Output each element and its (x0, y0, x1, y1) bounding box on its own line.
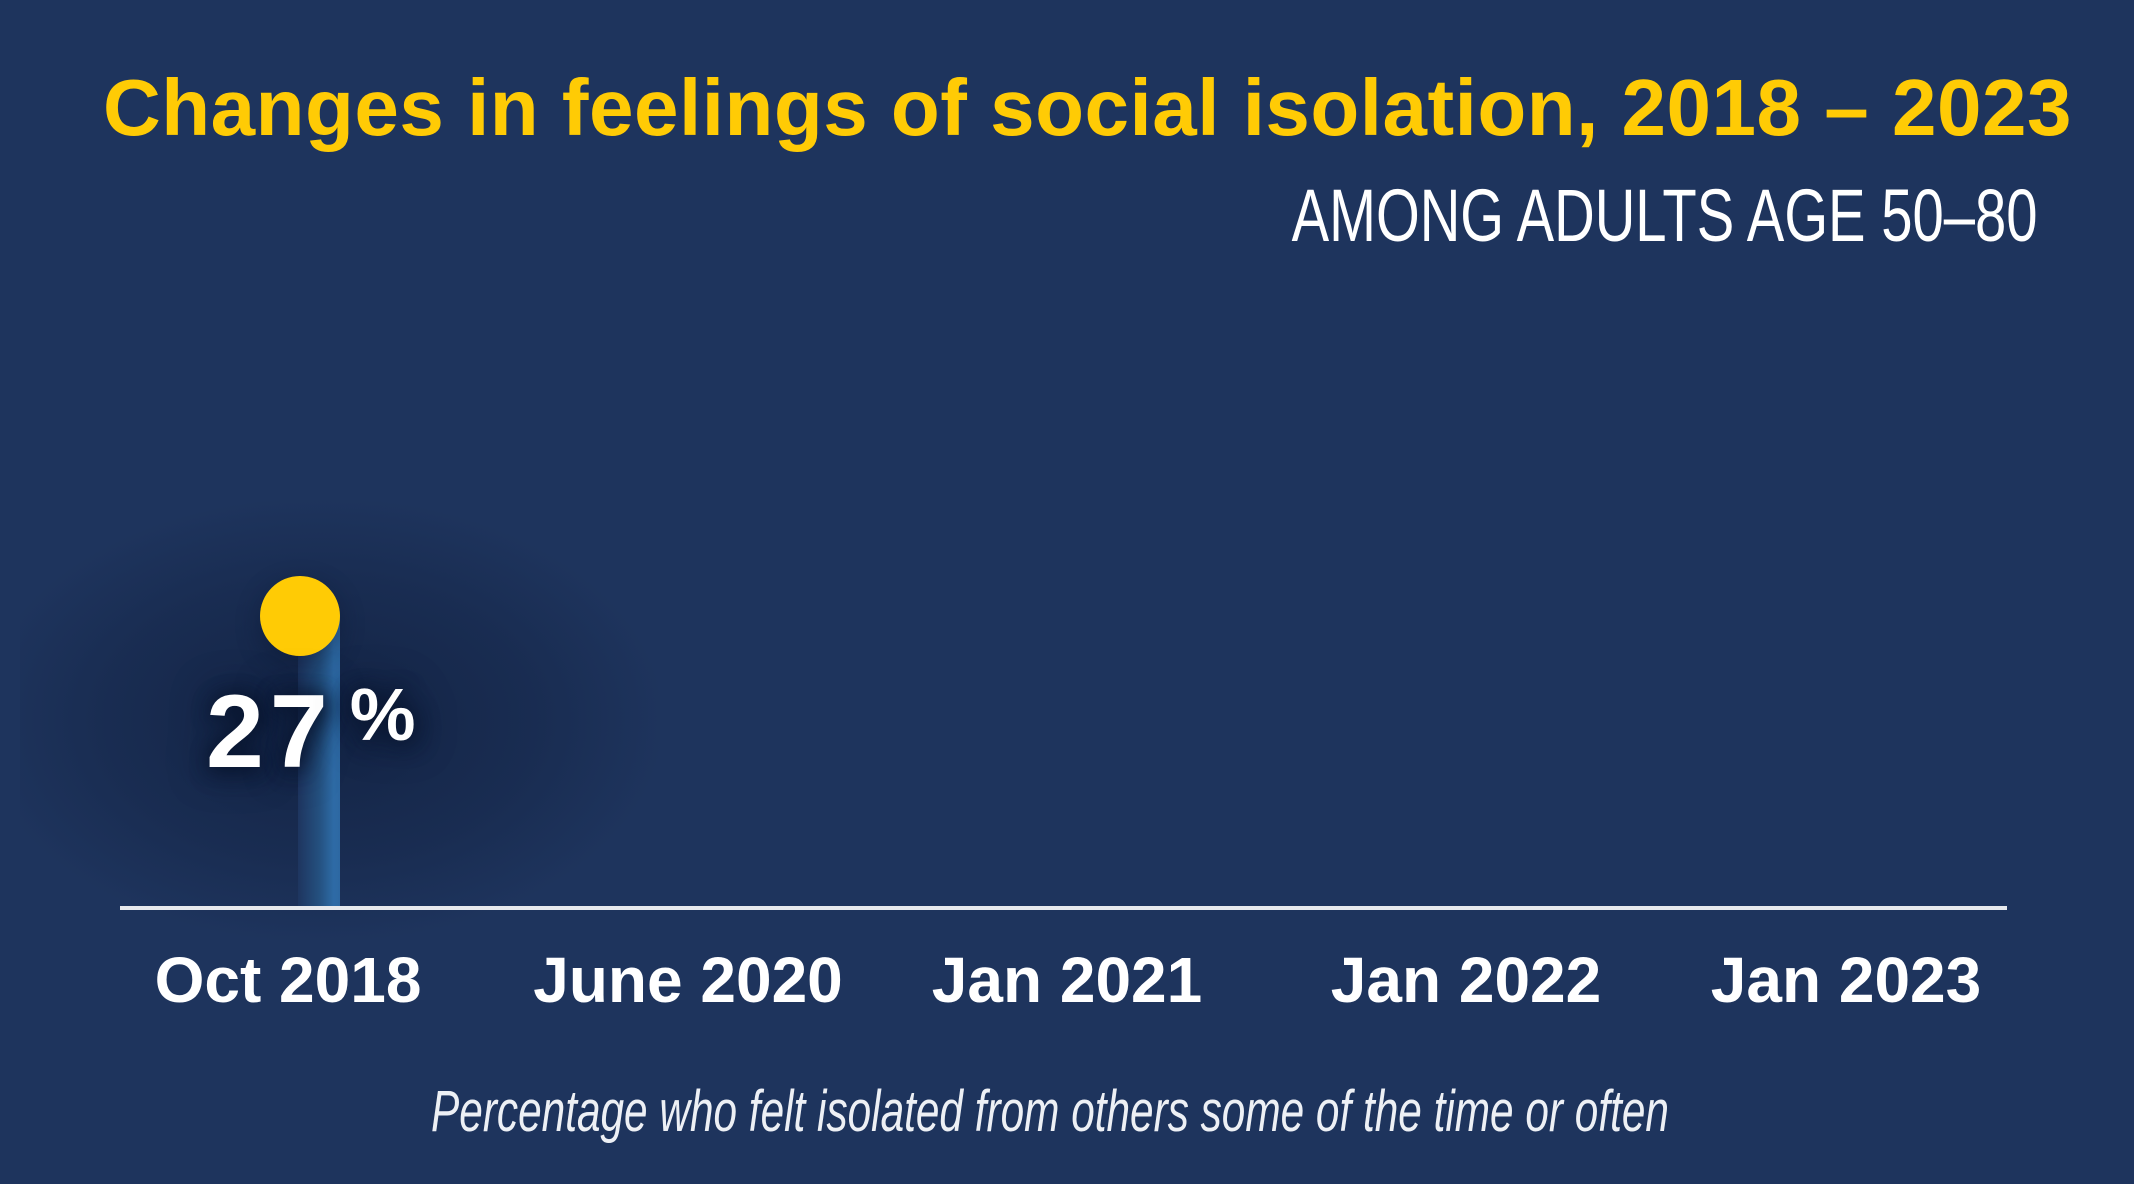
data-point-bar-oct-2018 (298, 614, 340, 908)
data-point-percent-sign: % (349, 673, 416, 756)
x-axis-line (120, 906, 2007, 910)
x-tick-label-jan-2022: Jan 2022 (1330, 944, 1602, 1016)
data-point-number: 27 (206, 674, 334, 790)
chart-title: Changes in feelings of social isolation,… (103, 63, 2072, 152)
data-point-value: 27 % (206, 673, 416, 790)
x-tick-label-june-2020: June 2020 (533, 944, 843, 1016)
chart-subtitle: AMONG ADULTS AGE 50–80 (1291, 174, 2038, 257)
x-tick-label-jan-2021: Jan 2021 (931, 944, 1203, 1016)
x-tick-label-oct-2018: Oct 2018 (154, 944, 422, 1016)
data-point-marker-oct-2018 (260, 576, 340, 656)
chart-note: Percentage who felt isolated from others… (431, 1079, 1669, 1144)
x-tick-label-jan-2023: Jan 2023 (1710, 944, 1982, 1016)
